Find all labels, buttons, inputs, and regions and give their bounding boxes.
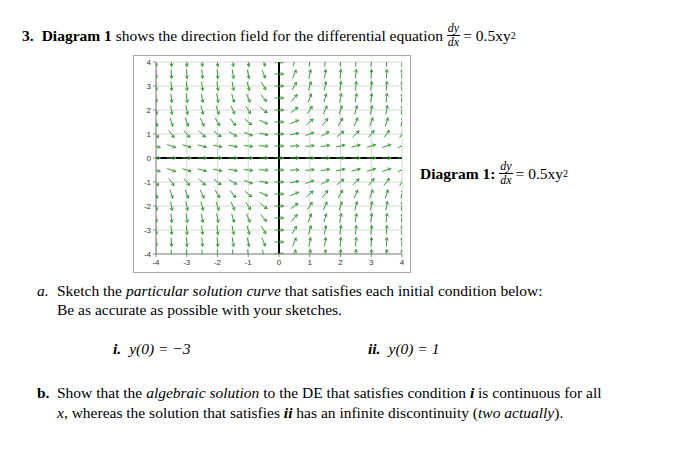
html-text:Show that the algebraic soluti: Show that the algebraic solution to the … [57, 384, 602, 401]
svg-text:-3: -3 [144, 226, 152, 235]
svg-text:3: 3 [147, 82, 152, 91]
svg-text:4: 4 [400, 258, 405, 267]
svg-text:2: 2 [338, 258, 343, 267]
html-text:i.: i. [113, 340, 122, 357]
svg-text:1: 1 [308, 258, 313, 267]
svg-text:-1: -1 [245, 258, 253, 267]
html-text:y(0) = −3: y(0) = −3 [129, 340, 191, 357]
html-text:dx = 0.5xy2: dx = 0.5xy2 [500, 164, 568, 187]
html-text:ii.: ii. [368, 340, 381, 357]
svg-text:0: 0 [277, 258, 282, 267]
svg-text:-3: -3 [183, 258, 191, 267]
svg-text:2: 2 [147, 106, 152, 115]
html-text:y(0) = 1: y(0) = 1 [388, 340, 440, 357]
svg-text:3: 3 [369, 258, 374, 267]
html-text:Be as accurate as possible wit: Be as accurate as possible with your ske… [57, 301, 342, 318]
svg-text:-4: -4 [144, 250, 152, 259]
html-text:Diagram 1:dy: Diagram 1:dy [420, 159, 512, 182]
svg-text:-1: -1 [144, 178, 152, 187]
html-text:x, whereas the solution that s: x, whereas the solution that satisfies i… [57, 404, 564, 421]
svg-text:1: 1 [147, 130, 152, 139]
html-text:Diagram 1 shows the direction: Diagram 1 shows the direction field for … [41, 21, 460, 44]
html-text:Sketch the particular solution: Sketch the particular solution curve tha… [57, 282, 543, 299]
svg-text:0: 0 [147, 154, 152, 163]
svg-text:-2: -2 [144, 202, 152, 211]
html-text:3.: 3. [22, 26, 34, 44]
svg-text:-4: -4 [152, 258, 160, 267]
html-text:b.: b. [37, 384, 50, 401]
svg-text:-2: -2 [214, 258, 222, 267]
html-text:dx = 0.5xy2: dx = 0.5xy2 [447, 26, 516, 49]
svg-text:4: 4 [147, 58, 152, 67]
html-text:a.: a. [37, 282, 49, 299]
